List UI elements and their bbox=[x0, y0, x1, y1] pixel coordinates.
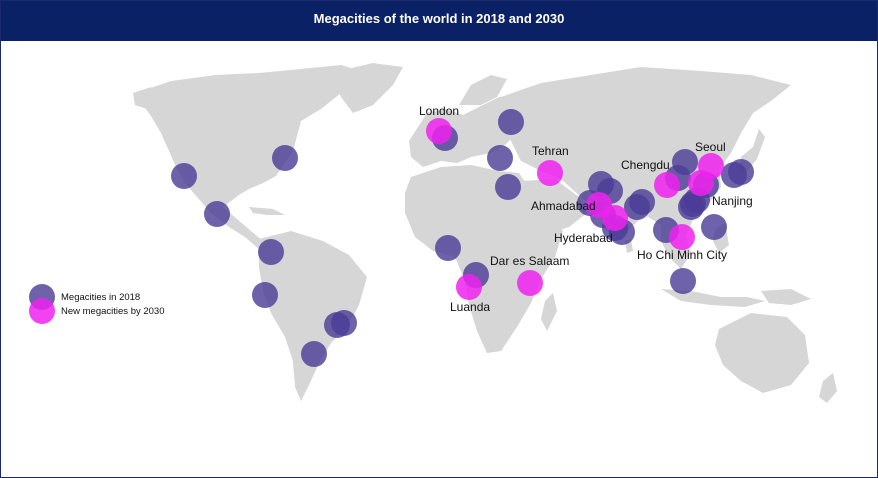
south-america bbox=[259, 231, 367, 401]
madagascar bbox=[541, 293, 557, 331]
city-marker-2018 bbox=[678, 194, 704, 220]
land-masses bbox=[133, 63, 837, 403]
legend-dot-2030 bbox=[29, 298, 55, 324]
city-marker-hyderabad bbox=[602, 205, 628, 231]
city-marker-dar-es-salaam bbox=[517, 270, 543, 296]
label-london: London bbox=[419, 104, 459, 118]
city-marker-2018 bbox=[495, 174, 521, 200]
greenland bbox=[331, 63, 403, 113]
alaska bbox=[133, 87, 159, 109]
label-ahmadabad: Ahmadabad bbox=[531, 199, 596, 213]
city-marker-2018 bbox=[272, 145, 298, 171]
legend-label-2018: Megacities in 2018 bbox=[61, 292, 141, 303]
city-marker-london bbox=[426, 118, 452, 144]
africa bbox=[405, 165, 563, 353]
label-nanjing: Nanjing bbox=[712, 194, 753, 208]
city-labels: London Tehran Chengdu Seoul Ahmadabad Na… bbox=[419, 104, 753, 314]
north-america bbox=[136, 65, 361, 249]
new-zealand bbox=[819, 373, 837, 403]
city-marker-ho-chi-minh-city bbox=[669, 224, 695, 250]
city-marker-luanda bbox=[456, 274, 482, 300]
city-marker-2018 bbox=[498, 109, 524, 135]
city-marker-2018 bbox=[624, 194, 650, 220]
city-marker-chengdu bbox=[654, 172, 680, 198]
city-marker-2018 bbox=[258, 239, 284, 265]
asia bbox=[501, 67, 791, 241]
label-seoul: Seoul bbox=[695, 140, 726, 154]
city-marker-nanjing bbox=[688, 170, 714, 196]
city-marker-2018 bbox=[301, 341, 327, 367]
label-hyderabad: Hyderabad bbox=[554, 231, 613, 245]
australia bbox=[715, 313, 809, 393]
city-marker-2018 bbox=[728, 159, 754, 185]
label-luanda: Luanda bbox=[450, 300, 490, 314]
world-map: London Tehran Chengdu Seoul Ahmadabad Na… bbox=[133, 63, 837, 403]
new-guinea bbox=[761, 289, 811, 305]
label-chengdu: Chengdu bbox=[621, 158, 670, 172]
caribbean bbox=[249, 207, 285, 215]
city-marker-2018 bbox=[670, 268, 696, 294]
city-marker-2018 bbox=[204, 201, 230, 227]
label-dar-es-salaam: Dar es Salaam bbox=[490, 254, 569, 268]
legend-label-2030: New megacities by 2030 bbox=[61, 306, 165, 317]
city-marker-2018 bbox=[171, 163, 197, 189]
new-megacities-2030 bbox=[426, 118, 724, 300]
city-marker-2018 bbox=[701, 214, 727, 240]
header-bar: Megacities of the world in 2018 and 2030 bbox=[1, 1, 877, 41]
city-marker-2018 bbox=[252, 282, 278, 308]
city-marker-tehran bbox=[537, 160, 563, 186]
map-title: Megacities of the world in 2018 and 2030 bbox=[313, 11, 565, 26]
city-marker-2018 bbox=[331, 310, 357, 336]
label-tehran: Tehran bbox=[532, 144, 569, 158]
scandinavia bbox=[459, 75, 507, 105]
label-ho-chi-minh-city: Ho Chi Minh City bbox=[637, 248, 727, 262]
indonesia bbox=[661, 289, 765, 307]
arabian-peninsula bbox=[521, 179, 587, 233]
city-marker-2018 bbox=[435, 235, 461, 261]
city-marker-2018 bbox=[487, 145, 513, 171]
